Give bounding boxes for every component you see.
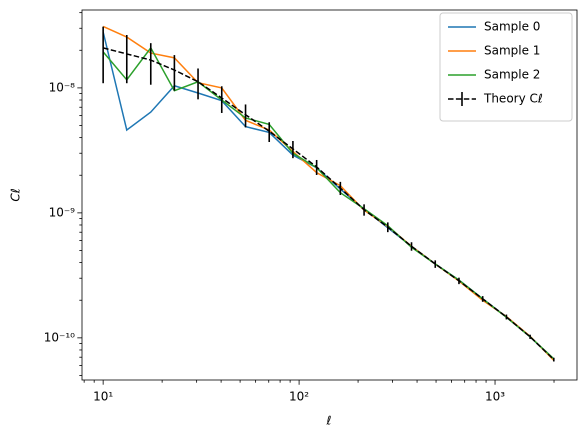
y-axis-label: Cℓ: [9, 188, 23, 201]
x-axis-label: ℓ: [326, 414, 332, 428]
series-line: [102, 47, 555, 361]
legend-label: Sample 2: [484, 68, 540, 82]
y-tick-label: 10⁻⁸: [49, 80, 76, 94]
legend-box: [439, 12, 573, 122]
plot-frame: [81, 9, 578, 381]
y-tick-label: 10⁻⁹: [49, 205, 76, 219]
x-tick-label: 10³: [485, 390, 505, 404]
legend-label: Theory Cℓ: [483, 92, 543, 106]
y-tick-label: 10⁻¹⁰: [44, 330, 75, 344]
legend-label: Sample 0: [484, 20, 540, 34]
legend-label: Sample 1: [484, 44, 540, 58]
x-tick-label: 10²: [289, 390, 309, 404]
x-tick-label: 10¹: [93, 390, 113, 404]
